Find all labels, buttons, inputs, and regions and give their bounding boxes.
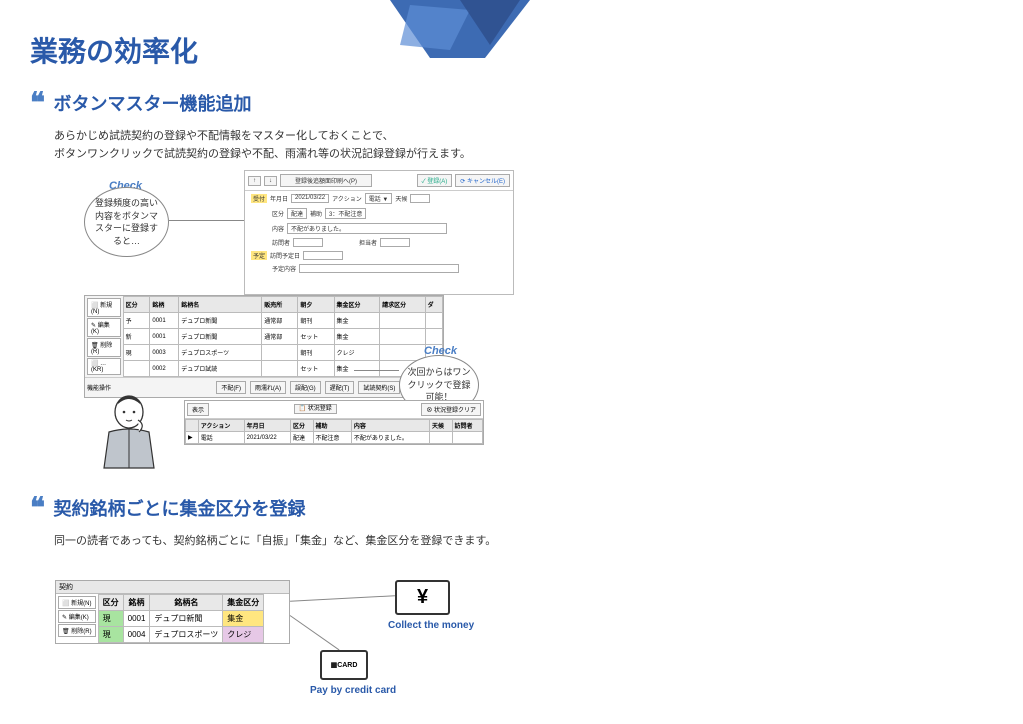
person-illustration [84,390,174,470]
action-button[interactable]: 誤配(G) [290,381,321,394]
status-register-button[interactable]: 📋 状況登録 [294,404,337,414]
down-button[interactable]: ↓ [264,176,277,186]
table-side-button[interactable]: ⬜ 新規(N) [87,298,121,317]
action-select[interactable]: 電話 ▼ [365,193,393,204]
table-side-button[interactable]: ✎ 編集(K) [87,318,121,337]
tanto-field[interactable] [380,238,410,247]
quote-icon: ❝ [30,495,45,523]
hojo-field[interactable]: 3：不配注意 [325,208,366,219]
contract-table-panel: ⬜ 新規(N)✎ 編集(K)🗑 削除(R)⬜ …(KR) 区分銘柄銘柄名販売所朝… [84,295,444,398]
next-date-field[interactable] [303,251,343,260]
table-side-button[interactable]: 🗑 削除(R) [87,338,121,357]
section1-title: ボタンマスター機能追加 [54,90,252,116]
collect-money-label: Collect the money [388,620,474,631]
action-button[interactable]: 試読契約(S) [358,381,400,394]
table-side-button[interactable]: ⬜ 新規(N) [58,596,96,609]
history-table: アクション年月日区分補助内容天候訪問者▶電話2021/03/22配達不配注意不配… [185,419,483,444]
kubun-field[interactable]: 配達 [287,208,307,219]
pay-card-label: Pay by credit card [310,685,396,696]
contract-table-2-grid: 区分銘柄銘柄名集金区分現0001デュプロ新聞集金現0004デュプロスポーツクレジ [98,594,265,643]
register-dialog: ↑ ↓ 登録後追額面印刷へ(P) ✓ 登録(A) ⟳ キャンセル(E) 受付 年… [244,170,514,295]
history-tab[interactable]: 表示 [187,403,209,416]
history-panel: 表示 📋 状況登録 ⊗ 状況登録クリア アクション年月日区分補助内容天候訪問者▶… [184,400,484,445]
date-field[interactable]: 2021/03/22 [291,194,329,203]
table-side-button[interactable]: ✎ 編集(K) [58,610,96,623]
houmon-field[interactable] [293,238,323,247]
header-decoration [330,0,530,60]
recv-tag: 受付 [251,194,267,203]
action-button[interactable]: 雨濡れ(A) [250,381,286,394]
page-title: 業務の効率化 [30,30,198,70]
ok-button[interactable]: ✓ 登録(A) [417,174,453,187]
table-side-button[interactable]: ⬜ …(KR) [87,358,121,375]
table-side-button[interactable]: 🗑 削除(R) [58,624,96,637]
bubble-1: 登録頻度の高い内容をボタンマスターに登録すると… [84,187,169,257]
section2-desc: 同一の読者であっても、契約銘柄ごとに「自振」「集金」など、集金区分を登録できます… [54,533,730,551]
status-clear-button[interactable]: ⊗ 状況登録クリア [421,403,481,416]
section-button-master: ❝ ボタンマスター機能追加 あらかじめ試読契約の登録や不配情報をマスター化してお… [30,90,730,175]
yotei-field[interactable] [299,264,459,273]
up-button[interactable]: ↑ [248,176,261,186]
yoyaku-tag: 予定 [251,251,267,260]
card-icon: ▦CARD [320,650,368,680]
section1-desc: あらかじめ試読契約の登録や不配情報をマスター化しておくことで、 ボタンワンクリッ… [54,128,730,163]
contract-table-2: 契約 ⬜ 新規(N)✎ 編集(K)🗑 削除(R) 区分銘柄銘柄名集金区分現000… [55,580,290,644]
action-button[interactable]: 不配(F) [216,381,246,394]
weather-field[interactable] [410,194,430,203]
section-collection-type: ❝ 契約銘柄ごとに集金区分を登録 同一の読者であっても、契約銘柄ごとに「自振」「… [30,495,730,551]
section2-title: 契約銘柄ごとに集金区分を登録 [54,495,306,521]
contract-table: 区分銘柄銘柄名販売所朝夕集金区分請求区分ダ予0001デュプロ新聞通常部朝刊集金新… [123,296,443,377]
naiyo-field[interactable]: 不配がありました。 [287,223,447,234]
cancel-button[interactable]: ⟳ キャンセル(E) [455,174,510,187]
yen-icon: ¥ [395,580,450,615]
quote-icon: ❝ [30,90,45,118]
print-button[interactable]: 登録後追額面印刷へ(P) [280,174,372,187]
action-button[interactable]: 遅配(T) [325,381,355,394]
